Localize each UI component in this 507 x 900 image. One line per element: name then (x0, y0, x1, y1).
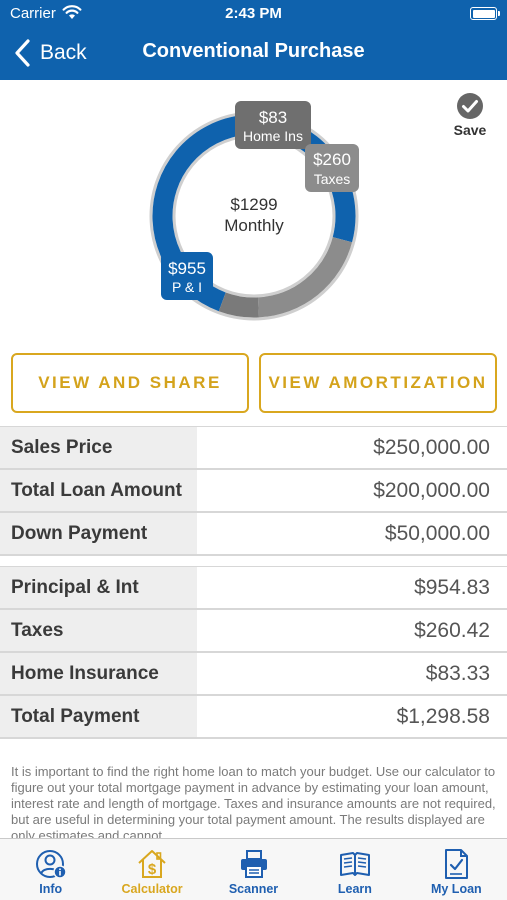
tab-label-my-loan: My Loan (430, 882, 482, 896)
payment-breakdown-table: Principal & Int $954.83 Taxes $260.42 Ho… (0, 566, 507, 739)
disclaimer-text: It is important to find the right home l… (11, 764, 496, 838)
view-and-share-button[interactable]: VIEW AND SHARE (11, 353, 249, 413)
slice-label-taxes: $260 Taxes (305, 144, 359, 192)
slice-value-pi: $955 (168, 259, 206, 278)
tab-label-info: Info (39, 882, 63, 896)
row-value-principal-int: $954.83 (414, 575, 490, 599)
table-row: Sales Price $250,000.00 (0, 427, 507, 470)
tab-label-scanner: Scanner (228, 882, 279, 896)
navigation-bar: Back Conventional Purchase (0, 28, 507, 80)
tab-scanner[interactable]: Scanner (203, 839, 304, 900)
row-label-taxes: Taxes (0, 610, 197, 651)
top-bar: Carrier 2:43 PM Back Conventional Purcha… (0, 0, 507, 80)
row-value-total-loan-amount: $200,000.00 (373, 478, 490, 502)
loan-summary-table: Sales Price $250,000.00 Total Loan Amoun… (0, 426, 507, 556)
house-dollar-icon: $ (138, 850, 166, 878)
table-row: Down Payment $50,000.00 (0, 513, 507, 556)
info-person-icon (35, 850, 67, 879)
status-time: 2:43 PM (225, 5, 282, 22)
open-book-icon (339, 852, 370, 876)
page-title: Conventional Purchase (142, 40, 365, 62)
table-row: Total Payment $1,298.58 (0, 696, 507, 739)
checkmark-circle-icon (457, 93, 483, 119)
slice-value-taxes: $260 (313, 150, 351, 169)
slice-name-pi: P & I (172, 279, 202, 295)
status-bar: Carrier 2:43 PM (0, 0, 507, 28)
tab-bar: Info $ Calculator Scanner (0, 838, 507, 900)
view-amortization-button[interactable]: VIEW AMORTIZATION (259, 353, 497, 413)
svg-text:$: $ (148, 861, 157, 878)
slice-name-home-ins: Home Ins (243, 128, 303, 144)
donut-center-value: $1299 (230, 195, 277, 214)
document-check-icon (445, 849, 469, 879)
slice-label-home-ins: $83 Home Ins (235, 101, 311, 149)
donut-slice-home-ins (218, 292, 259, 318)
printer-icon (240, 850, 267, 878)
tab-learn[interactable]: Learn (304, 839, 405, 900)
donut-center-label: Monthly (224, 216, 284, 235)
slice-value-home-ins: $83 (259, 108, 287, 127)
row-value-sales-price: $250,000.00 (373, 435, 490, 459)
row-label-home-insurance: Home Insurance (0, 653, 197, 694)
table-row: Taxes $260.42 (0, 610, 507, 653)
table-row: Home Insurance $83.33 (0, 653, 507, 696)
tab-my-loan[interactable]: My Loan (406, 839, 507, 900)
payment-donut-chart: $1299 Monthly $83 Home Ins $260 Taxes $9… (149, 101, 359, 321)
row-label-down-payment: Down Payment (0, 513, 197, 554)
carrier-label: Carrier (10, 5, 56, 22)
save-label: Save (453, 122, 487, 138)
chevron-left-icon (15, 39, 30, 67)
row-label-total-loan-amount: Total Loan Amount (0, 470, 197, 511)
tab-label-learn: Learn (337, 882, 372, 896)
donut-slice-taxes (257, 236, 353, 318)
back-label: Back (40, 41, 87, 64)
table-row: Total Loan Amount $200,000.00 (0, 470, 507, 513)
save-button[interactable]: Save (446, 92, 494, 138)
row-value-home-insurance: $83.33 (425, 661, 490, 685)
row-label-principal-int: Principal & Int (0, 567, 197, 608)
tab-calculator[interactable]: $ Calculator (101, 839, 202, 900)
tab-info[interactable]: Info (0, 839, 101, 900)
payment-chart-area: $1299 Monthly $83 Home Ins $260 Taxes $9… (0, 80, 507, 342)
row-value-down-payment: $50,000.00 (384, 521, 490, 545)
table-row: Principal & Int $954.83 (0, 567, 507, 610)
row-value-total-payment: $1,298.58 (396, 704, 490, 728)
back-button[interactable]: Back (12, 38, 87, 68)
slice-name-taxes: Taxes (314, 171, 351, 187)
wifi-icon (62, 5, 82, 19)
row-label-sales-price: Sales Price (0, 427, 197, 468)
row-label-total-payment: Total Payment (0, 696, 197, 737)
battery-icon (470, 7, 500, 20)
tab-label-calculator: Calculator (121, 882, 183, 896)
slice-label-pi: $955 P & I (161, 252, 213, 300)
row-value-taxes: $260.42 (414, 618, 490, 642)
